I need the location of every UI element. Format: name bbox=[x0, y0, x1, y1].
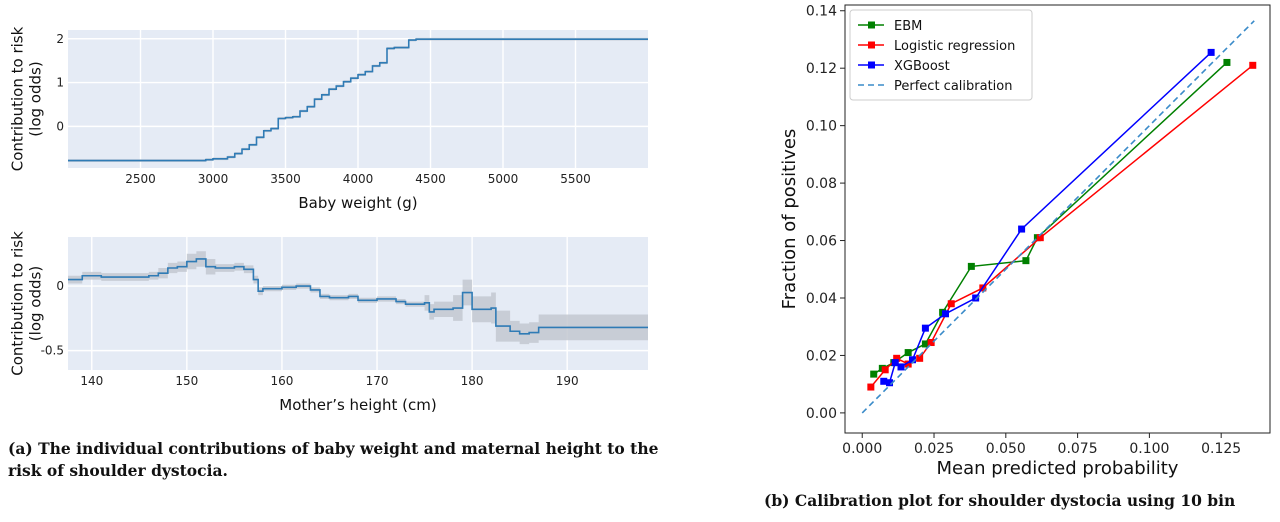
step-line-weight bbox=[68, 38, 648, 162]
y-tick-label: 0.00 bbox=[806, 406, 837, 422]
data-point-xgboost bbox=[921, 324, 929, 332]
legend-label-logistic-regression: Logistic regression bbox=[894, 39, 1015, 54]
legend-label-xgboost: XGBoost bbox=[894, 59, 950, 74]
data-point-xgboost bbox=[897, 363, 905, 371]
x-tick-label: 0.075 bbox=[1058, 441, 1098, 457]
caption-a: (a) The individual contributions of baby… bbox=[8, 439, 659, 480]
data-point-logistic-regression bbox=[881, 366, 889, 374]
x-tick-label: 160 bbox=[270, 374, 293, 388]
y-tick-label: 0.06 bbox=[806, 234, 837, 250]
y-axis-label-calibration: Fraction of positives bbox=[779, 129, 800, 310]
legend-marker-logistic-regression bbox=[868, 41, 875, 49]
data-point-xgboost bbox=[880, 377, 888, 385]
x-tick-label: 5000 bbox=[488, 172, 519, 186]
step-line-height bbox=[68, 258, 648, 335]
x-tick-label: 0.100 bbox=[1129, 441, 1169, 457]
plot-background-height bbox=[68, 237, 648, 370]
y-axis-label-height: Contribution to risk(log odds) bbox=[9, 231, 45, 376]
data-point-xgboost bbox=[886, 379, 894, 387]
x-tick-label: 2500 bbox=[125, 172, 156, 186]
legend-box bbox=[849, 9, 1033, 101]
y-tick-label: 0.10 bbox=[806, 119, 837, 135]
data-point-ebm bbox=[967, 262, 975, 270]
x-tick-label: 0.125 bbox=[1201, 441, 1241, 457]
y-tick-label: 0.04 bbox=[806, 291, 837, 307]
y-tick-label: -0.5 bbox=[41, 344, 64, 358]
legend-marker-xgboost bbox=[868, 61, 875, 69]
data-point-xgboost bbox=[1207, 48, 1215, 56]
x-tick-label: 3000 bbox=[198, 172, 229, 186]
data-point-ebm bbox=[870, 370, 878, 378]
x-axis-label-height: Mother’s height (cm) bbox=[279, 396, 436, 414]
x-tick-label: 3500 bbox=[270, 172, 301, 186]
series-line-xgboost bbox=[883, 51, 1212, 384]
data-point-ebm bbox=[921, 340, 929, 348]
data-point-xgboost bbox=[1018, 225, 1026, 233]
x-tick-label: 180 bbox=[461, 374, 484, 388]
y-tick-label: 0.14 bbox=[806, 4, 837, 20]
y-tick-label: 1 bbox=[56, 76, 64, 90]
x-axis-label-calibration: Mean predicted probability bbox=[937, 458, 1179, 479]
data-point-ebm bbox=[1223, 58, 1231, 66]
series-line-perfect-calibration bbox=[861, 20, 1255, 414]
x-tick-label: 140 bbox=[80, 374, 103, 388]
data-point-xgboost bbox=[942, 310, 950, 318]
data-point-logistic-regression bbox=[867, 383, 875, 391]
y-tick-label: 0.12 bbox=[806, 61, 837, 77]
data-point-xgboost bbox=[972, 294, 980, 302]
series-line-ebm bbox=[873, 61, 1228, 375]
y-tick-label: 0 bbox=[56, 279, 64, 293]
y-tick-label: 0 bbox=[56, 119, 64, 133]
data-point-logistic-regression bbox=[927, 339, 935, 347]
calibration-axes-frame bbox=[844, 4, 1271, 434]
legend-marker-ebm bbox=[868, 21, 875, 29]
data-point-logistic-regression bbox=[893, 354, 901, 362]
y-tick-label: 0.02 bbox=[806, 348, 837, 364]
x-axis-label-weight: Baby weight (g) bbox=[298, 194, 417, 212]
x-tick-label: 0.025 bbox=[914, 441, 954, 457]
x-tick-label: 150 bbox=[175, 374, 198, 388]
x-tick-label: 0.000 bbox=[842, 441, 882, 457]
data-point-logistic-regression bbox=[1036, 234, 1044, 242]
legend-label-ebm: EBM bbox=[894, 19, 922, 34]
data-point-logistic-regression bbox=[1249, 61, 1257, 69]
data-point-logistic-regression bbox=[904, 360, 912, 368]
data-point-xgboost bbox=[908, 356, 916, 364]
x-tick-label: 5500 bbox=[560, 172, 591, 186]
data-point-ebm bbox=[904, 349, 912, 357]
data-point-logistic-regression bbox=[916, 354, 924, 362]
data-point-logistic-regression bbox=[947, 300, 955, 308]
y-tick-label: 2 bbox=[56, 32, 64, 46]
x-tick-label: 190 bbox=[556, 374, 579, 388]
legend-label-perfect-calibration: Perfect calibration bbox=[894, 79, 1012, 94]
x-tick-label: 0.050 bbox=[986, 441, 1026, 457]
x-tick-label: 4000 bbox=[343, 172, 374, 186]
data-point-xgboost bbox=[891, 359, 899, 367]
x-tick-label: 4500 bbox=[415, 172, 446, 186]
y-tick-label: 0.08 bbox=[806, 176, 837, 192]
data-point-ebm bbox=[1022, 257, 1030, 265]
caption-b: (b) Calibration plot for shoulder dystoc… bbox=[764, 491, 1236, 510]
x-tick-label: 170 bbox=[366, 374, 389, 388]
y-axis-label-weight: Contribution to risk(log odds) bbox=[9, 26, 45, 171]
